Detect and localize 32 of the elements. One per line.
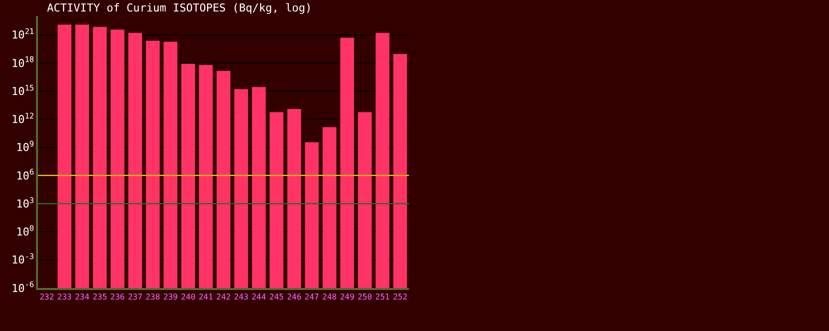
x-tick-label: 251 xyxy=(375,292,390,302)
x-tick-label: 234 xyxy=(74,292,90,302)
x-tick-label: 237 xyxy=(128,292,143,302)
x-tick-label: 246 xyxy=(286,292,302,302)
x-tick-label: 232 xyxy=(40,292,54,302)
x-tick-label: 243 xyxy=(234,292,249,302)
x-tick-label: 241 xyxy=(198,292,214,302)
y-tick-label: 10$^{6}$ xyxy=(16,168,34,182)
x-tick-label: 247 xyxy=(304,292,320,302)
y-tick-label: 10$^{15}$ xyxy=(12,83,34,98)
chart-title: ACTIVITY of Curium ISOTOPES (Bq/kg, log) xyxy=(47,2,312,15)
x-tick-label: 249 xyxy=(340,292,355,302)
x-tick-label: 250 xyxy=(358,292,372,302)
y-tick-label: 10$^{9}$ xyxy=(16,140,34,154)
x-tick-label: 242 xyxy=(216,292,231,302)
y-tick-label: 10$^{-3}$ xyxy=(12,252,34,267)
y-tick-label: 10$^{21}$ xyxy=(12,26,34,42)
x-tick-label: 238 xyxy=(146,292,160,302)
x-tick-label: 236 xyxy=(110,292,125,302)
x-tick-label: 244 xyxy=(252,292,266,302)
x-tick-label: 240 xyxy=(180,292,196,302)
x-tick-label: 239 xyxy=(163,292,178,302)
x-tick-label: 248 xyxy=(322,292,337,302)
y-tick-label: 10$^{-6}$ xyxy=(12,280,34,295)
x-tick-label: 252 xyxy=(392,292,408,302)
x-tick-label: 233 xyxy=(57,292,72,302)
x-tick-label: 245 xyxy=(269,292,284,302)
y-tick-label: 10$^{12}$ xyxy=(12,111,34,126)
y-tick-label: 10$^{0}$ xyxy=(16,224,34,239)
x-tick-label: 235 xyxy=(92,292,108,302)
y-tick-label: 10$^{18}$ xyxy=(12,55,34,70)
y-tick-label: 10$^{3}$ xyxy=(16,196,34,210)
